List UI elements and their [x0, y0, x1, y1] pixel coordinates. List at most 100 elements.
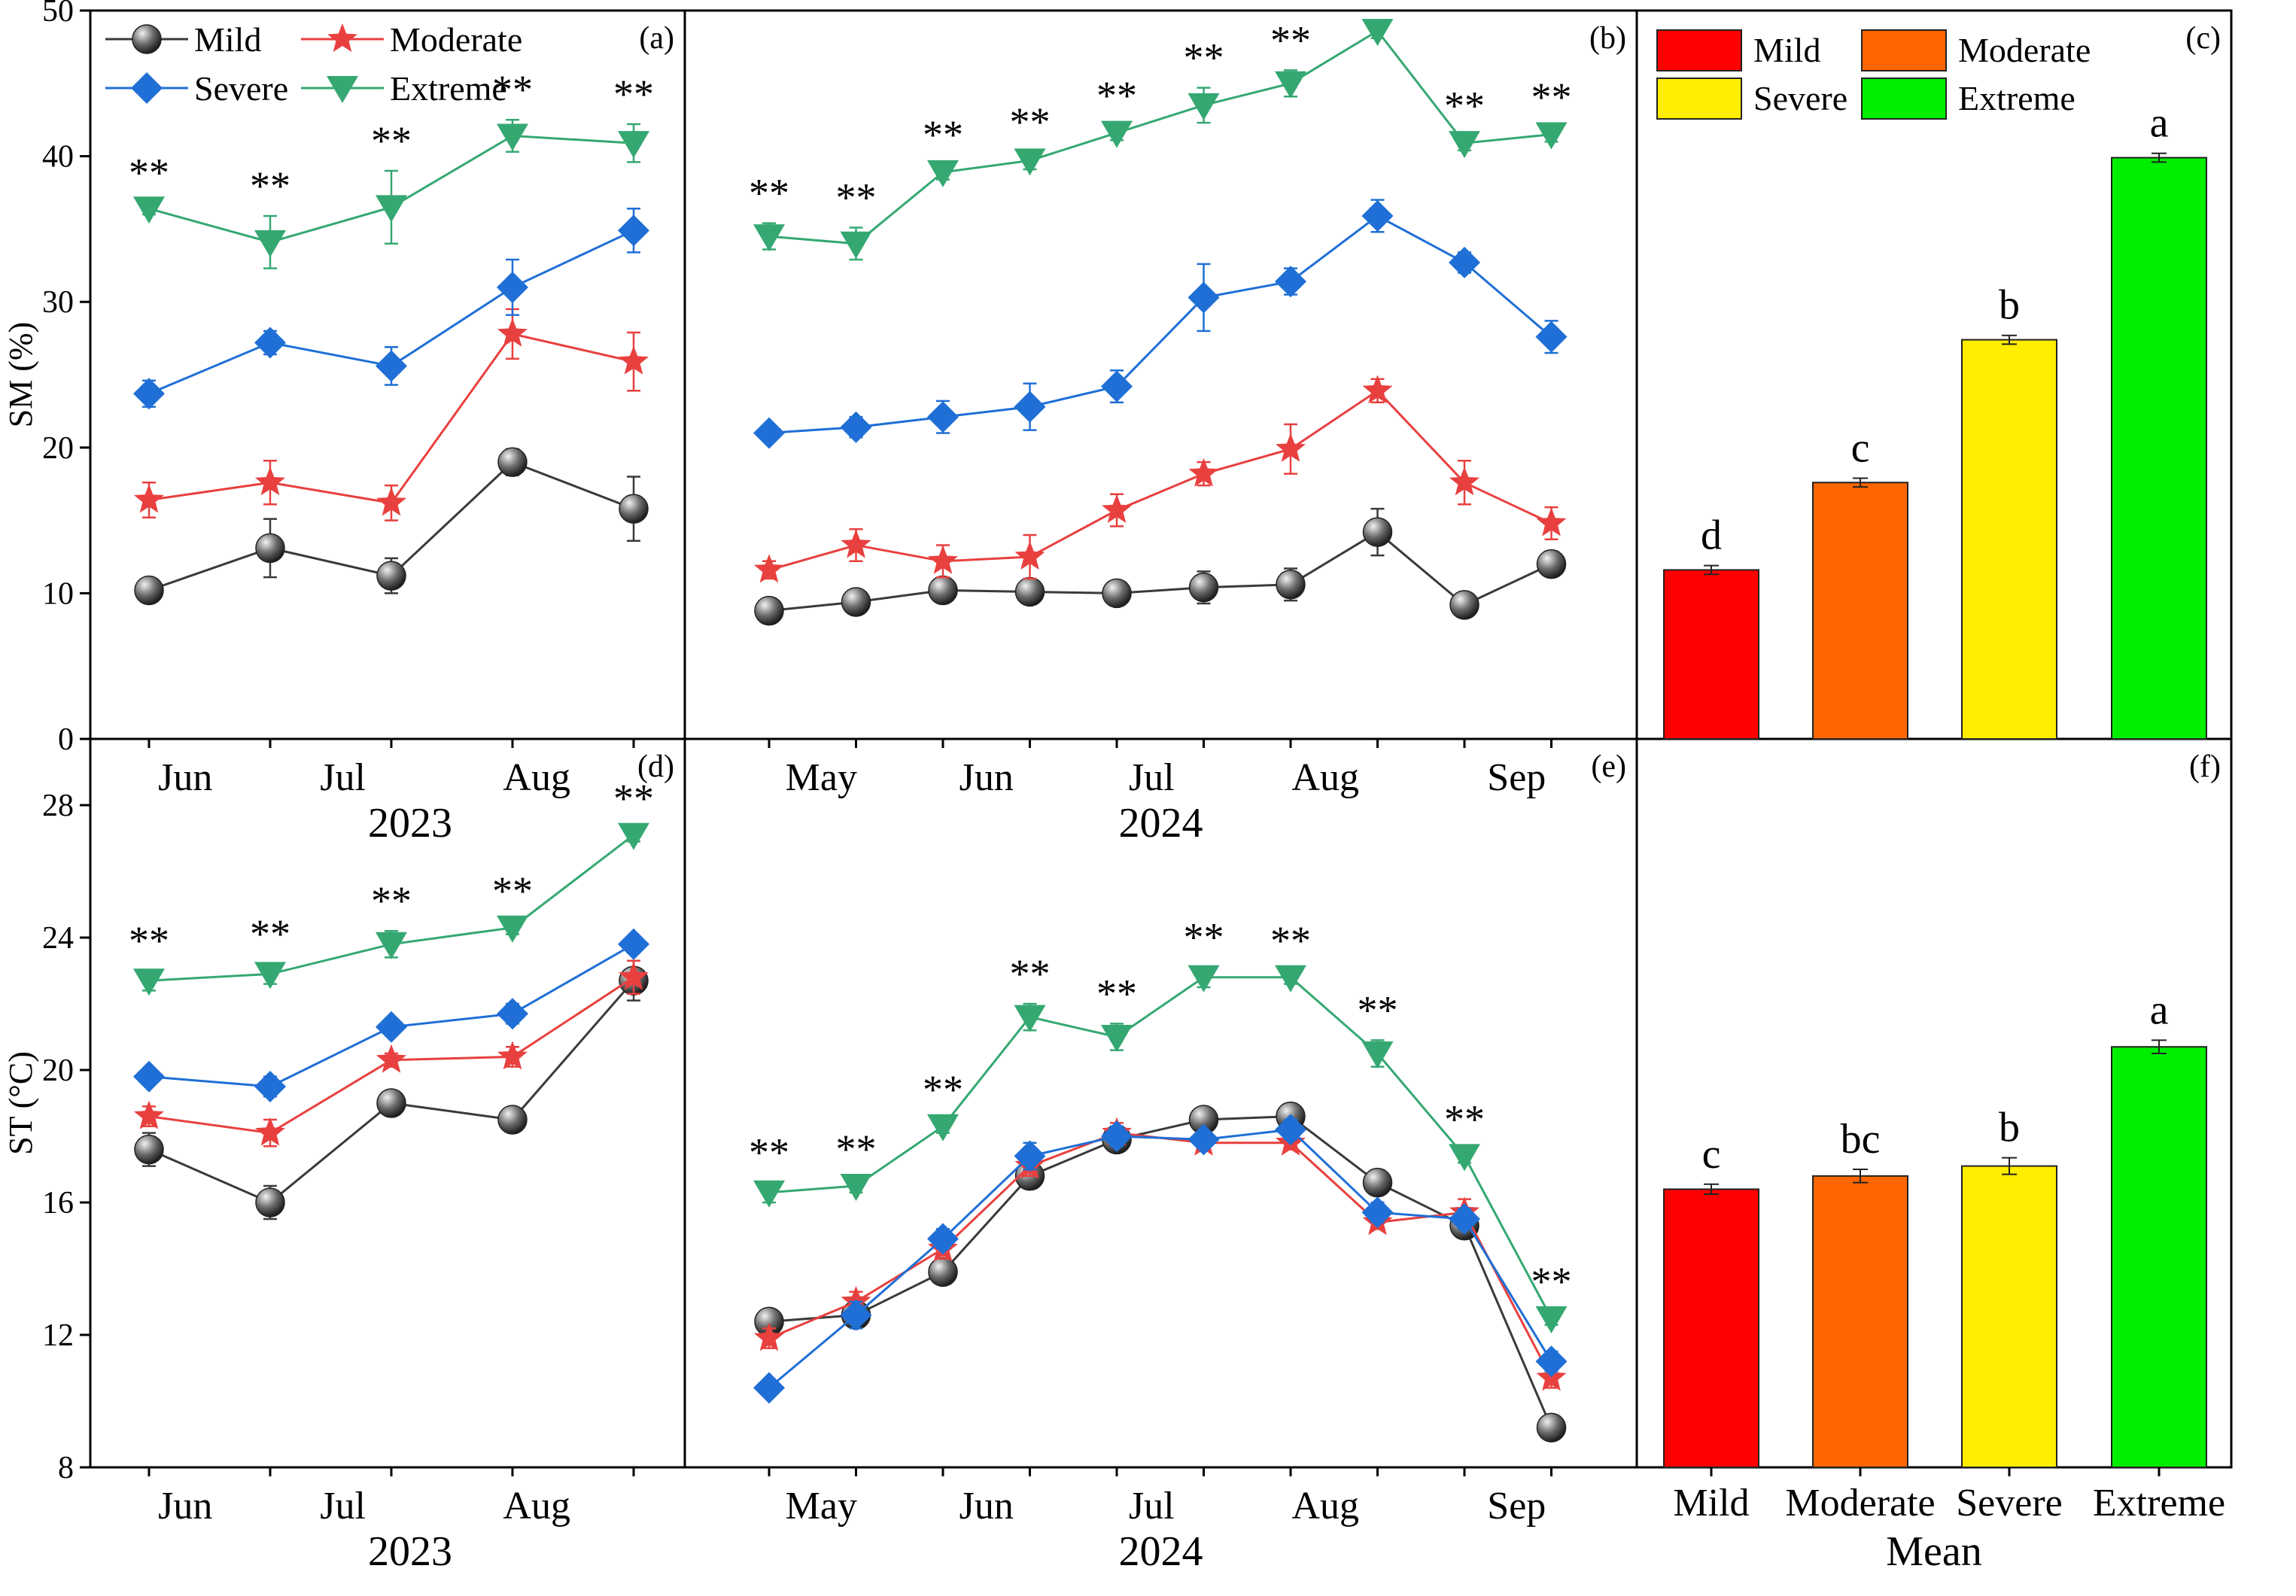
significance-mark: ** — [613, 71, 654, 117]
point-extreme — [840, 231, 872, 259]
point-mild — [1362, 1167, 1393, 1198]
point-severe — [497, 998, 528, 1030]
series-line-mild — [768, 1115, 1552, 1428]
significance-mark: ** — [250, 911, 290, 956]
legend-a: Mild Moderate Severe Extreme — [105, 20, 522, 108]
y-tick-label-d: 12 — [42, 1318, 74, 1353]
point-severe — [254, 1071, 286, 1102]
point-moderate — [255, 1117, 285, 1146]
legend-label-moderate: Moderate — [1958, 31, 2091, 69]
point-mild — [1102, 578, 1132, 609]
category-label: Severe — [1956, 1482, 2062, 1525]
legend-label-extreme: Extreme — [1958, 79, 2076, 117]
month-label-e: Jul — [1129, 1485, 1175, 1528]
point-severe — [376, 1011, 407, 1043]
point-severe — [840, 1299, 872, 1331]
x-axis-label-f: Mean — [1886, 1528, 1982, 1575]
significance-mark: ** — [1531, 1259, 1572, 1304]
series-mild-b — [754, 507, 1567, 626]
point-moderate — [134, 484, 164, 513]
series-mild-a — [134, 447, 649, 606]
point-extreme — [1449, 1144, 1480, 1172]
point-mild — [255, 1187, 285, 1218]
point-mild — [1536, 549, 1567, 579]
point-extreme — [1101, 120, 1133, 148]
point-moderate — [1449, 467, 1479, 496]
panel-label-c: (c) — [2185, 21, 2221, 56]
point-extreme — [1361, 19, 1394, 47]
series-moderate-a — [134, 308, 649, 521]
series-severe-a — [133, 208, 649, 410]
point-extreme — [1449, 131, 1480, 159]
point-moderate — [1276, 433, 1306, 462]
month-label-d: Jul — [320, 1485, 366, 1528]
point-extreme — [133, 196, 165, 224]
legend-marker-mild — [132, 24, 162, 54]
y-tick-label-a: 30 — [42, 285, 74, 320]
significance-mark: ** — [923, 1067, 963, 1112]
y-axis-label-a: SM (%) — [2, 322, 39, 428]
legend-label-extreme: Extreme — [390, 69, 507, 108]
significance-mark: ** — [1184, 35, 1224, 81]
point-severe — [927, 1223, 959, 1255]
bar-severe-f — [1961, 1165, 2057, 1468]
year-label-d: 2023 — [368, 1528, 452, 1575]
series-extreme-b — [753, 19, 1568, 261]
point-extreme — [753, 224, 785, 252]
point-extreme — [497, 915, 528, 943]
significance-mark: ** — [492, 67, 533, 112]
point-moderate — [497, 1041, 528, 1070]
series-mild-e — [754, 1101, 1567, 1442]
bar-letter: c — [1702, 1131, 1721, 1178]
legend-marker-moderate — [327, 23, 357, 52]
significance-mark: ** — [1184, 915, 1224, 960]
point-extreme — [254, 230, 286, 257]
legend-swatch-moderate — [1861, 29, 1947, 71]
point-severe — [1275, 266, 1306, 298]
y-axis-label-d: ST (°C) — [2, 1051, 39, 1155]
panel-label-d: (d) — [637, 749, 674, 784]
significance-mark: ** — [613, 776, 654, 821]
point-severe — [1188, 1123, 1220, 1156]
point-extreme — [1361, 1041, 1394, 1069]
point-mild — [619, 494, 649, 524]
bar-extreme-f — [2111, 1046, 2207, 1468]
point-severe — [1535, 321, 1568, 353]
point-extreme — [133, 968, 165, 996]
significance-mark: ** — [1010, 99, 1051, 144]
legend-label-mild: Mild — [194, 20, 261, 59]
y-tick-label-a: 40 — [42, 140, 74, 175]
point-extreme — [1275, 965, 1306, 993]
point-mild — [1276, 570, 1306, 600]
series-line-moderate — [768, 1132, 1552, 1379]
series-extreme-a — [133, 118, 649, 269]
bar-letter: b — [1999, 282, 2020, 329]
month-label-e: Jun — [959, 1485, 1014, 1528]
significance-mark: ** — [129, 918, 169, 963]
bar-letter: c — [1851, 424, 1870, 471]
series-line-mild — [768, 530, 1552, 613]
point-moderate — [376, 1044, 406, 1073]
point-moderate — [497, 318, 528, 347]
month-label-b: May — [786, 756, 857, 799]
significance-mark: ** — [1444, 83, 1485, 128]
y-tick-label-d: 24 — [42, 921, 74, 956]
month-label-e: May — [786, 1485, 857, 1528]
significance-mark: ** — [749, 171, 789, 216]
point-severe — [1449, 246, 1480, 278]
series-severe-d — [133, 928, 649, 1102]
month-label-b: Aug — [1291, 756, 1359, 799]
point-extreme — [1101, 1025, 1133, 1052]
month-label-d: Jun — [158, 1485, 212, 1528]
significance-mark: ** — [836, 1126, 877, 1172]
series-mild-d — [134, 959, 649, 1221]
significance-mark: ** — [1270, 918, 1311, 963]
significance-mark: ** — [492, 868, 533, 914]
point-moderate — [134, 1100, 164, 1129]
point-extreme — [927, 160, 959, 187]
point-mild — [376, 561, 406, 591]
series-moderate-b — [754, 375, 1567, 583]
category-label: Mild — [1673, 1482, 1749, 1525]
point-moderate — [376, 487, 406, 516]
point-severe — [753, 1372, 785, 1404]
